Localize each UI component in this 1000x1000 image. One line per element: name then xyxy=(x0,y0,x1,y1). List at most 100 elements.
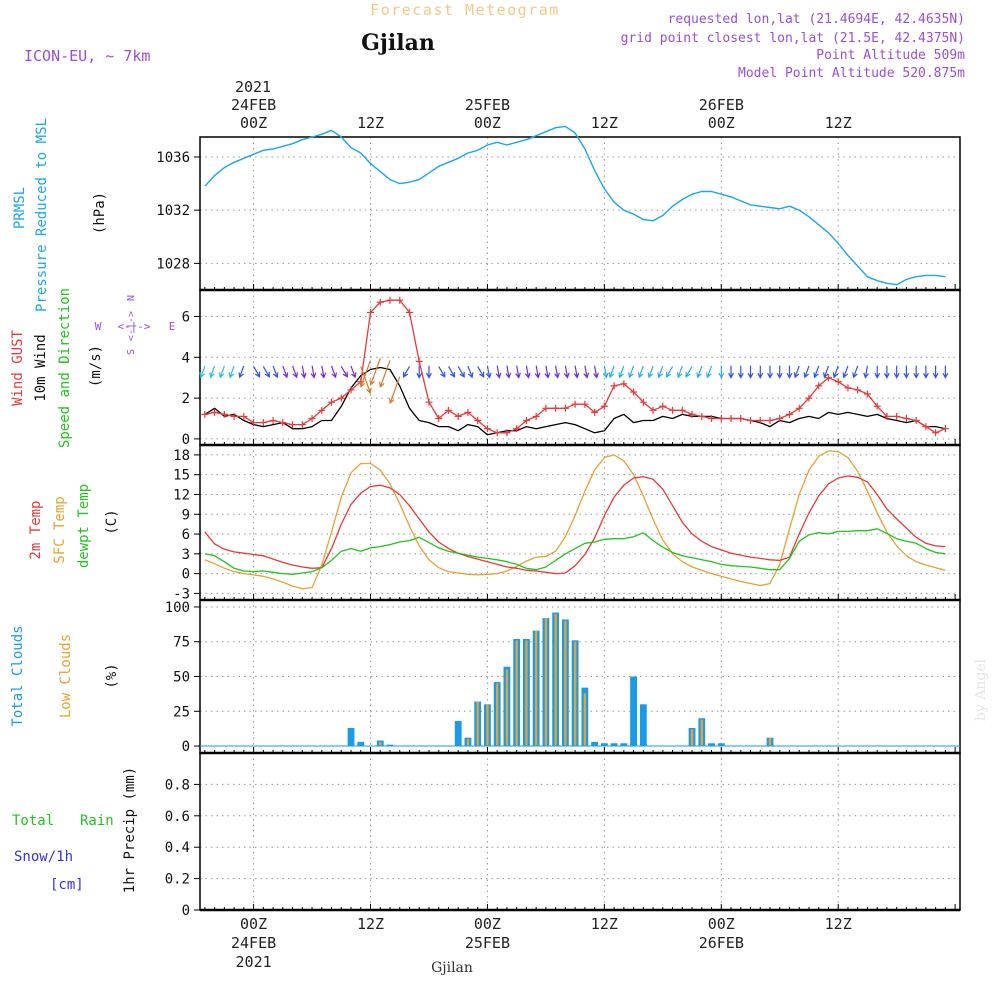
wind-gust-marker xyxy=(824,374,832,382)
total-cloud-bar xyxy=(630,676,637,747)
wind-gust-marker xyxy=(873,402,881,410)
low-cloud-bar xyxy=(476,701,479,747)
pressure-line xyxy=(204,125,946,286)
wind-gust-marker xyxy=(415,357,423,365)
wind-gust-marker xyxy=(756,417,764,425)
wind-gust-marker xyxy=(211,408,219,416)
wind-gust-marker xyxy=(805,394,813,402)
bottom-date-label: 24FEB xyxy=(231,934,276,952)
wind-gust-marker xyxy=(581,400,589,408)
wind-direction-arrow xyxy=(832,365,839,379)
wind-direction-arrow xyxy=(706,365,713,379)
total-cloud-bar xyxy=(717,743,725,747)
low-cloud-bar xyxy=(379,741,382,747)
wind-direction-arrow xyxy=(426,365,432,379)
wind-gust-marker xyxy=(902,414,910,422)
wind-gust-marker xyxy=(405,308,413,316)
wind-direction-arrow xyxy=(893,365,900,379)
wind-direction-arrow xyxy=(360,366,372,394)
wind-gust-marker xyxy=(747,417,755,425)
temp-label-3: dewpt Temp xyxy=(76,484,92,568)
total-cloud-bar xyxy=(620,743,628,747)
wind-gust-marker xyxy=(649,406,657,414)
wind-gust-marker xyxy=(600,402,608,410)
ytick-label-temp: -3 xyxy=(173,586,190,602)
wind-gust-marker xyxy=(678,406,686,414)
wind-direction-arrow xyxy=(238,365,245,379)
top-hour-label: 00Z xyxy=(708,114,735,132)
top-hour-label: 12Z xyxy=(825,114,852,132)
compass-mid: <-|-> xyxy=(126,311,137,341)
temp-2m-line xyxy=(204,475,946,575)
top-title: Forecast Meteogram xyxy=(370,1,560,19)
cloud-label-1: Total Clouds xyxy=(10,625,26,726)
wind-gust-marker xyxy=(386,296,394,304)
wind-gust-marker xyxy=(250,419,258,427)
wind-gust-marker xyxy=(620,380,628,388)
temp-label-1: 2m Temp xyxy=(28,500,44,559)
wind-direction-arrow xyxy=(515,365,521,379)
wind-gust-marker xyxy=(542,404,550,412)
ytick-label-cloud: 75 xyxy=(173,635,190,651)
bottom-hour-label: 12Z xyxy=(357,915,384,933)
wind-direction-arrow xyxy=(874,365,881,379)
wind-direction-arrow xyxy=(438,366,446,378)
wind-gust-marker xyxy=(503,429,511,437)
wind-direction-arrow xyxy=(554,365,560,379)
wind-gust-marker xyxy=(561,404,569,412)
wind-gust-marker xyxy=(863,390,871,398)
total-cloud-bar xyxy=(708,743,715,747)
wind-direction-arrow xyxy=(728,365,734,379)
wind-direction-arrow xyxy=(457,366,465,378)
wind-direction-arrow xyxy=(544,365,551,379)
wind-direction-arrow xyxy=(747,365,754,379)
ytick-label-precip: 0 xyxy=(182,903,190,919)
bottom-date-label: 26FEB xyxy=(699,934,744,952)
low-cloud-bar xyxy=(515,640,518,747)
wind-gust-marker xyxy=(201,410,209,418)
sfc-temp-line xyxy=(204,450,946,590)
wind-label-1: Wind GUST xyxy=(10,330,26,406)
wind-gust-marker xyxy=(941,425,949,433)
wind-direction-arrow xyxy=(524,365,531,379)
compass-south: S xyxy=(126,349,137,355)
top-date-label: 24FEB xyxy=(231,96,276,114)
compass-west: W xyxy=(95,320,102,333)
temp-unit: (C) xyxy=(104,509,120,534)
wind-direction-arrow xyxy=(416,365,423,379)
total-cloud-bar xyxy=(591,741,599,747)
low-cloud-bar xyxy=(486,704,489,747)
wind-direction-arrow xyxy=(330,365,337,379)
bottom-date-label: 25FEB xyxy=(465,934,510,952)
wind-direction-arrow xyxy=(823,365,830,379)
wind-direction-arrow xyxy=(262,366,270,378)
low-cloud-bar xyxy=(466,739,470,747)
wind-direction-arrow xyxy=(467,365,474,379)
wind-gust-marker xyxy=(552,404,560,412)
wind-gust-marker xyxy=(513,425,521,433)
wind-direction-arrow xyxy=(922,365,929,379)
wind-gust-marker xyxy=(571,400,579,408)
wind-direction-arrow xyxy=(618,365,625,379)
wind-direction-arrow xyxy=(657,365,664,379)
wind-gust-marker xyxy=(347,386,355,394)
temp-label-2: SFC Temp xyxy=(52,496,68,563)
panel-frame-temp xyxy=(199,444,961,601)
wind-direction-arrow xyxy=(272,365,279,379)
dewpt-temp-line xyxy=(204,528,946,575)
ytick-label-wind: 6 xyxy=(182,310,190,326)
ytick-label-temp: 15 xyxy=(173,468,190,484)
wind-label-3: Speed and Direction xyxy=(57,288,73,448)
pressure-unit: (hPa) xyxy=(92,192,108,234)
bottom-hour-label: 00Z xyxy=(474,915,501,933)
wind-direction-arrow xyxy=(402,366,411,378)
ytick-label-pressure: 1032 xyxy=(156,203,190,219)
wind-gust-marker xyxy=(630,388,638,396)
ytick-label-cloud: 0 xyxy=(182,739,190,755)
ytick-label-precip: 0.8 xyxy=(165,777,190,793)
precip-unit: 1hr Precip (mm) xyxy=(122,767,138,893)
wind-direction-arrow xyxy=(379,360,391,388)
wind-gust-marker xyxy=(844,384,852,392)
wind-direction-arrow xyxy=(495,365,502,379)
